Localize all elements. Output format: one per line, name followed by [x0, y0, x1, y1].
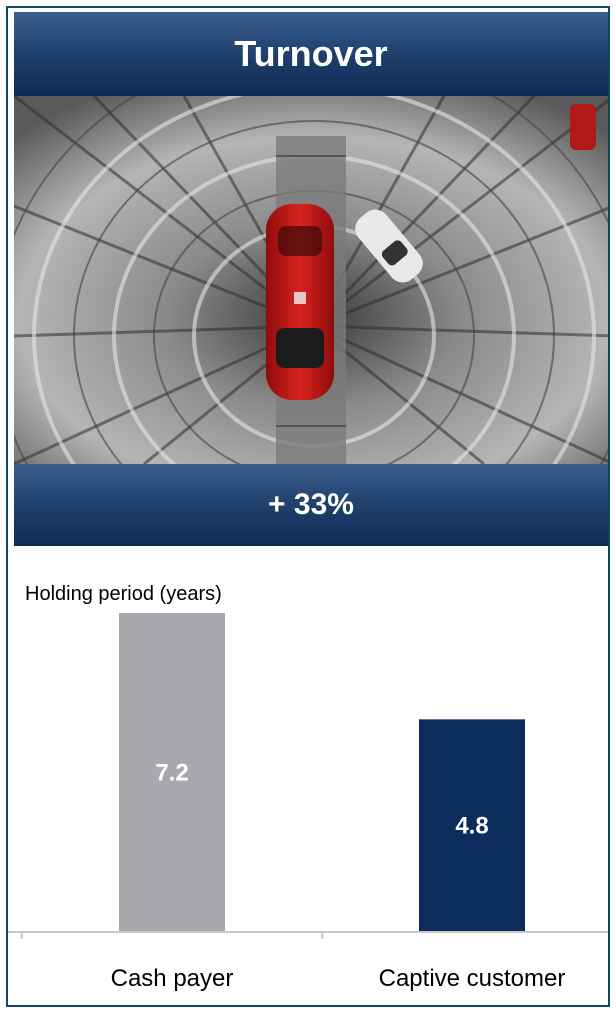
bar-captive-customer — [419, 719, 525, 932]
category-label: Captive customer — [379, 965, 566, 992]
bar-cash-payer — [119, 613, 225, 932]
bar-value-label: 4.8 — [455, 813, 488, 840]
bar-value-label: 7.2 — [155, 760, 188, 787]
holding-period-chart: Holding period (years) 7.2 4.8 Cash payer… — [8, 583, 608, 992]
growth-label: + 33% — [268, 488, 354, 521]
title-band: Turnover — [14, 12, 608, 96]
car-tower-photo — [14, 96, 608, 464]
growth-band: + 33% — [14, 464, 608, 546]
panel-title: Turnover — [234, 33, 388, 74]
chart-title: Holding period (years) — [25, 583, 222, 605]
panel-frame: Turnover — [6, 6, 610, 1007]
white-car-shape — [355, 209, 423, 283]
category-label: Cash payer — [111, 965, 234, 992]
red-car-shape — [266, 204, 334, 400]
